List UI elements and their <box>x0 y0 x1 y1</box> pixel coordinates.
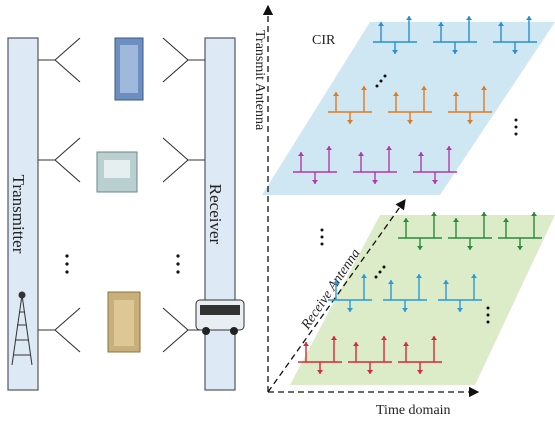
building-icon <box>115 38 143 100</box>
system-panel: Transmitter Receiver <box>8 38 244 390</box>
transmit-axis-label: Transmit Antenna <box>252 30 267 131</box>
cir-label: CIR <box>312 33 336 48</box>
antenna <box>38 308 80 352</box>
ellipsis <box>65 254 179 273</box>
tap-head <box>431 212 437 216</box>
antenna <box>38 38 80 82</box>
tap-head <box>526 16 532 20</box>
figure: Transmitter Receiver <box>0 0 555 425</box>
tap-head <box>466 16 472 20</box>
tap-head <box>481 212 487 216</box>
antenna <box>163 138 205 182</box>
tap-head <box>531 212 537 216</box>
transmitter-label: Transmitter <box>9 175 28 254</box>
receiver-label: Receiver <box>206 184 225 245</box>
antenna <box>163 38 205 82</box>
building-icon <box>108 292 140 352</box>
building-icon <box>97 152 137 192</box>
time-axis-label: Time domain <box>376 403 451 418</box>
antenna <box>38 138 80 182</box>
tap-head <box>406 16 412 20</box>
transmit-plane <box>262 22 555 195</box>
